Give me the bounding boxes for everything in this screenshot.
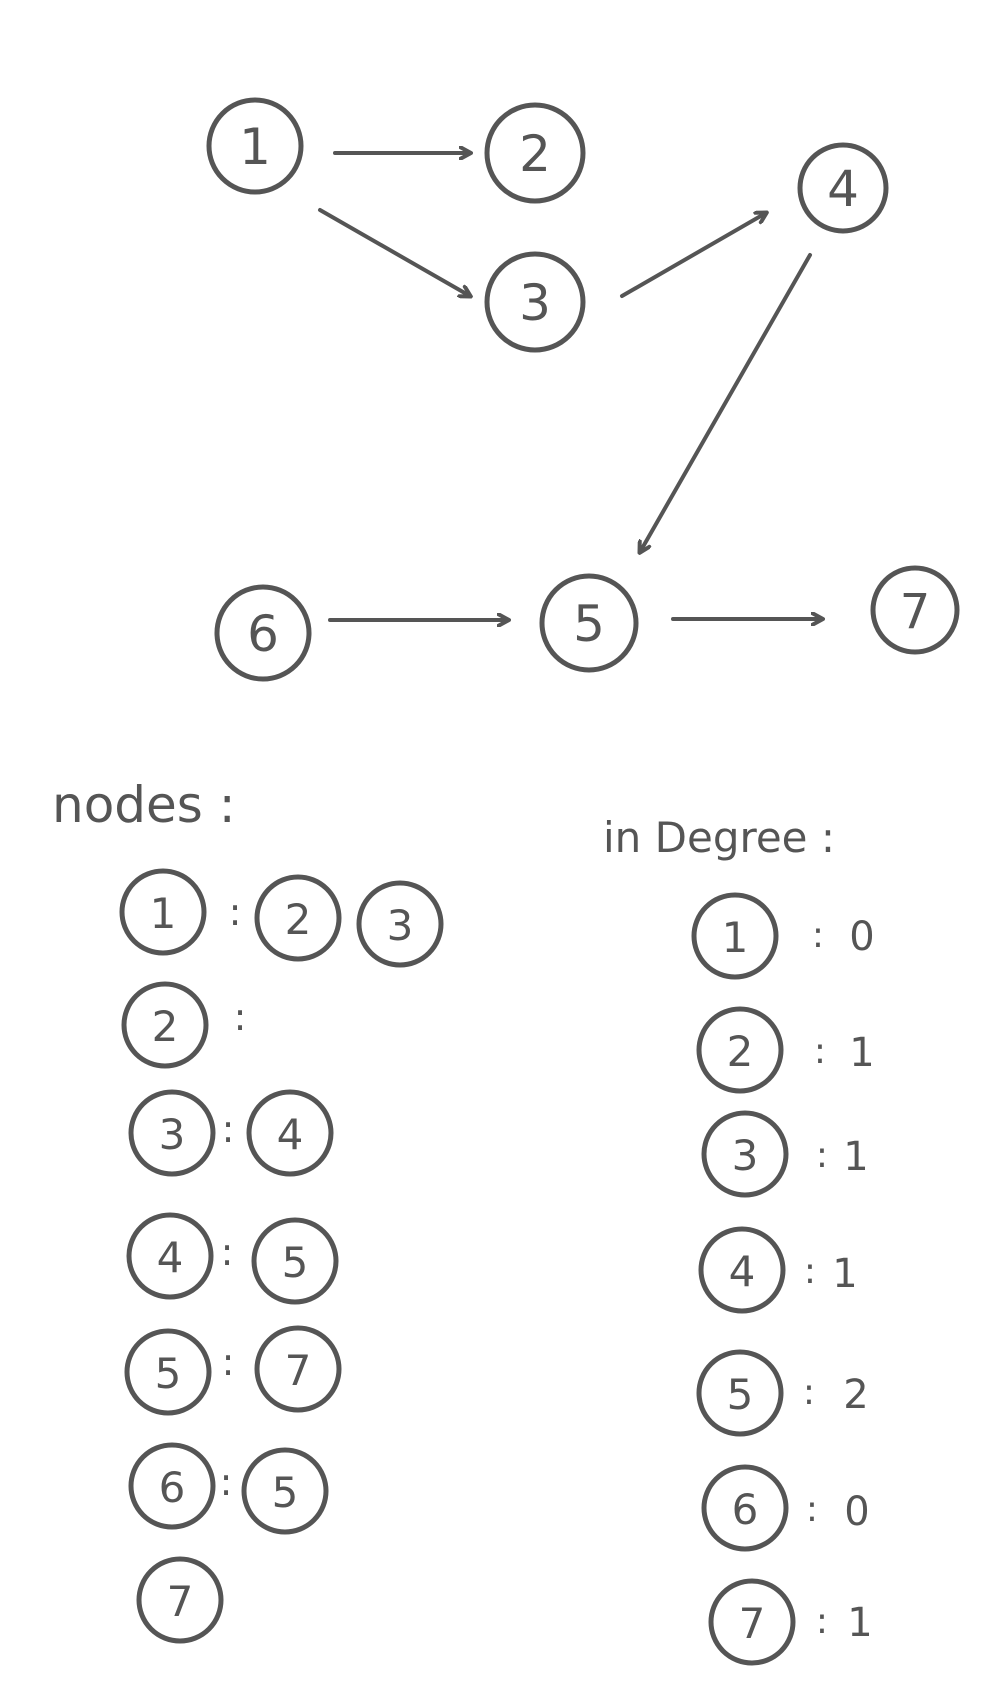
in-degree-row-value: 0	[844, 1489, 869, 1535]
in-degree-row-value: 1	[843, 1134, 868, 1180]
graph-node-label: 3	[519, 274, 551, 332]
in-degree-row-node: 5	[727, 1370, 754, 1419]
graph-node-2: 2	[484, 102, 586, 204]
in-degree-row: 2 : 1	[696, 1006, 875, 1094]
nodes-list-row: 2 :	[121, 981, 247, 1069]
graph-node-5: 5	[539, 573, 639, 673]
in-degree-title: in Degree :	[603, 813, 835, 862]
in-degree-row-colon: :	[806, 1489, 818, 1530]
graph-node-label: 4	[827, 160, 859, 218]
nodes-list-row-separator: :	[220, 1460, 233, 1504]
nodes-list-row: 7	[136, 1556, 224, 1644]
in-degree-section: in Degree : 1 : 0 2 : 1 3 : 1 4 : 1 5	[603, 813, 875, 1666]
in-degree-row-node: 6	[732, 1485, 759, 1534]
in-degree-row: 3 : 1	[701, 1110, 869, 1198]
in-degree-row-colon: :	[816, 1601, 828, 1642]
in-degree-row-node: 7	[739, 1599, 766, 1648]
graph-node-label: 1	[239, 118, 271, 176]
in-degree-row-value: 1	[832, 1251, 857, 1297]
graph-node-4: 4	[797, 142, 889, 234]
nodes-list-row-node: 5	[155, 1349, 182, 1398]
in-degree-row: 4 : 1	[698, 1226, 858, 1314]
graph-node-label: 5	[573, 595, 605, 653]
graph-node-label: 6	[247, 605, 279, 663]
in-degree-row-node: 3	[732, 1131, 759, 1180]
graph-node-1: 1	[206, 97, 304, 195]
nodes-list-row: 1 : 2 3	[119, 868, 444, 968]
nodes-list-row-neighbor: 2	[285, 895, 312, 944]
nodes-list-row-node: 4	[157, 1233, 184, 1282]
graph-node-3: 3	[484, 251, 586, 353]
nodes-list-row: 6 : 5	[128, 1442, 329, 1535]
in-degree-row-value: 2	[843, 1372, 868, 1418]
nodes-list-row-neighbor: 3	[387, 901, 414, 950]
in-degree-row-colon: :	[816, 1135, 828, 1176]
in-degree-row-colon: :	[814, 1031, 826, 1072]
nodes-list-title: nodes :	[52, 776, 236, 834]
nodes-list-row-neighbor: 4	[277, 1110, 304, 1159]
in-degree-row-value: 0	[849, 914, 874, 960]
edge-1-3	[318, 208, 470, 296]
in-degree-row-node: 4	[729, 1247, 756, 1296]
graph-node-label: 2	[519, 125, 551, 183]
in-degree-row: 5 : 2	[696, 1349, 869, 1437]
graph-section: 1 2 3 4 5 6 7	[206, 97, 960, 682]
nodes-list-row-node: 2	[152, 1002, 179, 1051]
in-degree-row: 1 : 0	[691, 892, 875, 980]
in-degree-row: 7 : 1	[708, 1578, 873, 1666]
in-degree-row-colon: :	[803, 1372, 815, 1413]
in-degree-row: 6 : 0	[701, 1464, 870, 1552]
nodes-list-row: 3 : 4	[128, 1089, 334, 1177]
graph-nodes: 1 2 3 4 5 6 7	[206, 97, 960, 682]
in-degree-row-value: 1	[849, 1030, 874, 1076]
nodes-list-row-separator: :	[222, 1107, 235, 1151]
edge-4-5	[640, 253, 812, 552]
nodes-list-row-neighbor: 7	[285, 1346, 312, 1395]
nodes-list-row: 4 : 5	[126, 1212, 339, 1305]
nodes-list-row-node: 7	[167, 1577, 194, 1626]
nodes-list-section: nodes : 1 : 2 3 2 : 3 : 4 4 : 5	[52, 776, 444, 1644]
nodes-list-row-neighbor: 5	[282, 1238, 309, 1287]
in-degree-row-node: 1	[722, 913, 749, 962]
nodes-list-row-separator: :	[229, 890, 242, 934]
nodes-list-row-node: 1	[150, 889, 177, 938]
nodes-list-row-neighbor: 5	[272, 1468, 299, 1517]
in-degree-row-node: 2	[727, 1027, 754, 1076]
in-degree-row-colon: :	[804, 1251, 816, 1292]
graph-node-label: 7	[900, 584, 931, 640]
in-degree-row-value: 1	[847, 1600, 872, 1646]
graph-node-7: 7	[870, 565, 960, 655]
nodes-list-row-separator: :	[221, 1230, 234, 1274]
graph-edges	[318, 153, 822, 620]
nodes-list-row-node: 6	[159, 1463, 186, 1512]
nodes-list-row-separator: :	[234, 995, 247, 1039]
nodes-list-row: 5 : 7	[124, 1325, 342, 1416]
edge-3-4	[620, 213, 766, 298]
nodes-list-row-separator: :	[222, 1340, 235, 1384]
in-degree-row-colon: :	[812, 915, 824, 956]
nodes-list-row-node: 3	[159, 1110, 186, 1159]
graph-node-6: 6	[214, 584, 312, 682]
